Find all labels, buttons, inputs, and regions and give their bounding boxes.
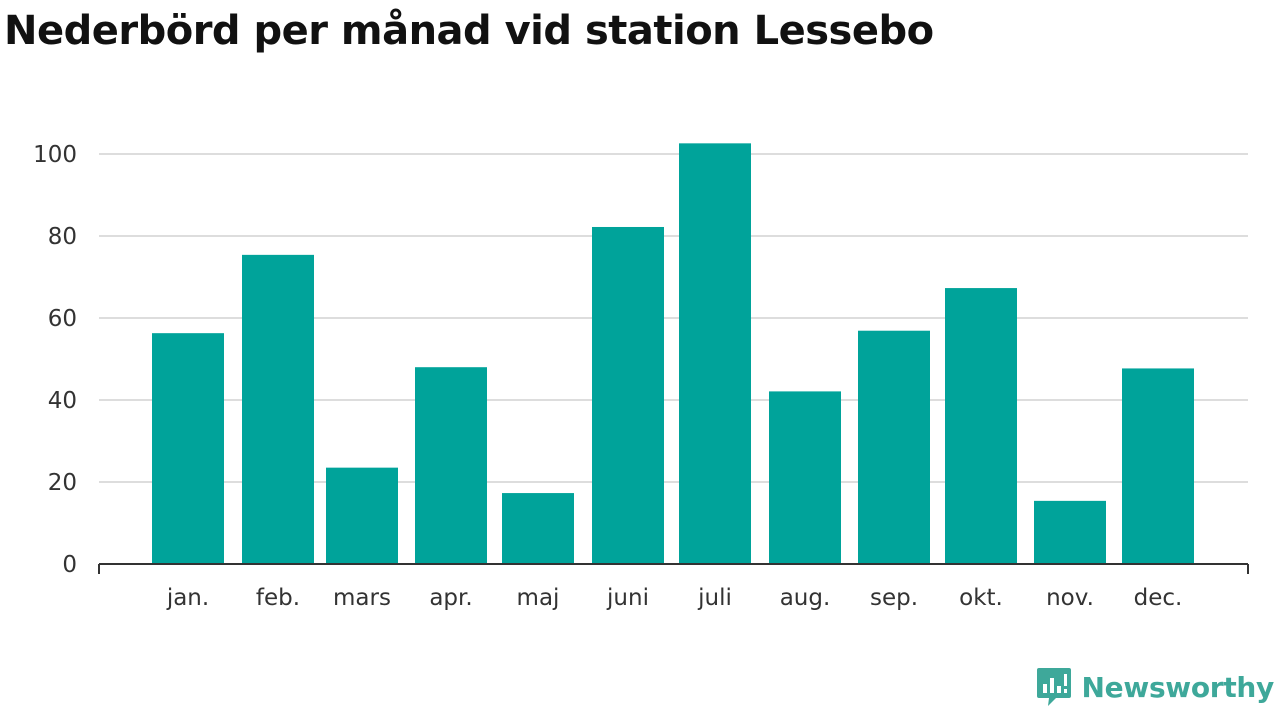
bar	[858, 330, 930, 564]
brand-logo: Newsworthy	[1036, 666, 1274, 708]
y-tick-label: 40	[48, 388, 77, 414]
bar	[502, 493, 574, 564]
bar-chart-speech-bubble-icon	[1036, 668, 1071, 706]
x-tick-label: apr.	[429, 585, 472, 611]
x-tick-label: feb.	[256, 585, 300, 611]
x-tick-label: juni	[606, 585, 649, 611]
y-tick-label: 60	[48, 306, 77, 332]
x-tick-label: mars	[333, 585, 391, 611]
bar	[152, 333, 224, 564]
brand-name: Newsworthy	[1081, 670, 1275, 704]
chart-title: Nederbörd per månad vid station Lessebo	[4, 8, 934, 54]
bar	[945, 288, 1017, 564]
y-tick-label: 80	[48, 224, 77, 250]
bar	[1034, 500, 1106, 564]
x-tick-label: sep.	[870, 585, 918, 611]
y-tick-label: 20	[48, 470, 77, 496]
bar	[326, 467, 398, 564]
x-tick-label: nov.	[1046, 585, 1094, 611]
bar	[679, 143, 751, 564]
x-tick-label: maj	[517, 585, 560, 611]
x-tick-label: aug.	[780, 585, 831, 611]
x-tick-label: juli	[697, 585, 732, 611]
bar	[592, 226, 664, 565]
bar	[242, 254, 314, 565]
bar	[769, 391, 841, 564]
bar	[415, 367, 487, 564]
x-tick-label: okt.	[959, 585, 1003, 611]
x-tick-label: dec.	[1134, 585, 1183, 611]
y-tick-label: 0	[62, 552, 77, 578]
x-tick-label: jan.	[166, 585, 209, 611]
y-tick-label: 100	[33, 142, 77, 168]
bar	[1122, 368, 1194, 564]
